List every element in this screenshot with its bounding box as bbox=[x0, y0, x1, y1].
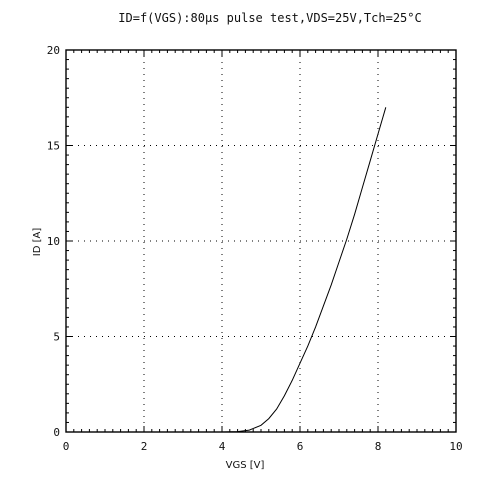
x-tick-label: 4 bbox=[219, 440, 226, 453]
y-tick-label: 10 bbox=[47, 235, 60, 248]
axis-ticks bbox=[66, 50, 456, 432]
chart-title: ID=f(VGS):80μs pulse test,VDS=25V,Tch=25… bbox=[118, 11, 421, 25]
x-tick-label: 10 bbox=[449, 440, 462, 453]
y-tick-labels: 0 5 10 15 20 bbox=[47, 44, 60, 439]
y-tick-label: 5 bbox=[53, 331, 60, 344]
grid-lines bbox=[66, 50, 456, 432]
plot-area-frame bbox=[66, 50, 456, 432]
x-tick-labels: 0 2 4 6 8 10 bbox=[63, 440, 463, 453]
x-tick-label: 0 bbox=[63, 440, 70, 453]
series-line-id-vs-vgs bbox=[222, 107, 386, 432]
y-tick-label: 15 bbox=[47, 140, 60, 153]
x-axis-label: VGS [V] bbox=[226, 460, 265, 471]
y-tick-label: 0 bbox=[53, 426, 60, 439]
x-tick-label: 8 bbox=[375, 440, 382, 453]
x-tick-label: 6 bbox=[297, 440, 304, 453]
series-points bbox=[221, 107, 386, 433]
y-axis-label: ID [A] bbox=[32, 228, 43, 257]
x-tick-label: 2 bbox=[141, 440, 148, 453]
y-tick-label: 20 bbox=[47, 44, 60, 57]
